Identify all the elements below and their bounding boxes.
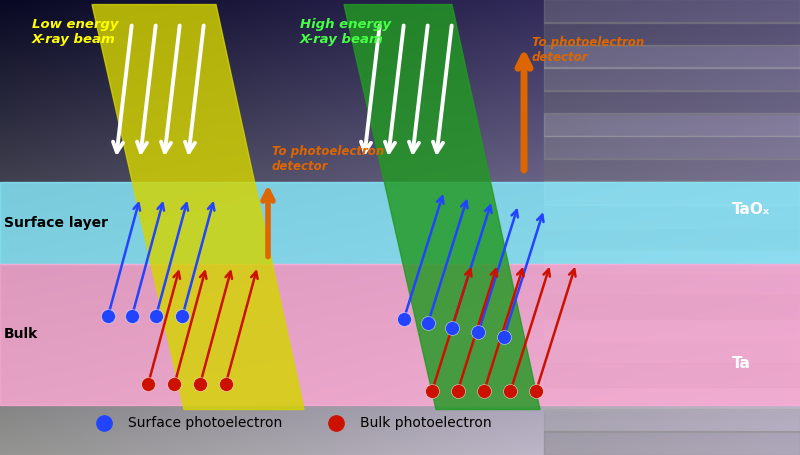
Bar	[544, 22, 800, 46]
Text: Surface layer: Surface layer	[4, 216, 108, 230]
Bar	[544, 431, 800, 455]
Bar	[544, 0, 800, 23]
Text: Ta: Ta	[732, 357, 751, 371]
Bar	[544, 204, 800, 228]
Polygon shape	[92, 5, 304, 410]
Bar	[544, 318, 800, 341]
Text: Surface photoelectron: Surface photoelectron	[128, 416, 282, 430]
Bar	[544, 90, 800, 114]
Bar	[544, 409, 800, 432]
Bar	[544, 363, 800, 387]
Text: Low energy
X-ray beam: Low energy X-ray beam	[32, 18, 118, 46]
Bar	[544, 340, 800, 364]
Bar	[544, 295, 800, 318]
Bar	[544, 227, 800, 250]
Bar	[0, 182, 800, 264]
Bar	[544, 386, 800, 410]
Text: TaOₓ: TaOₓ	[732, 202, 770, 217]
Bar	[544, 45, 800, 68]
Bar	[544, 67, 800, 91]
Bar	[544, 272, 800, 296]
Text: To photoelectron
detector: To photoelectron detector	[272, 145, 384, 173]
Polygon shape	[344, 5, 540, 410]
Bar	[544, 113, 800, 136]
Bar	[544, 181, 800, 205]
Text: To photoelectron
detector: To photoelectron detector	[532, 36, 644, 65]
Bar	[544, 249, 800, 273]
Bar	[544, 158, 800, 182]
Bar	[544, 136, 800, 159]
Text: Bulk photoelectron: Bulk photoelectron	[360, 416, 492, 430]
Text: High energy
X-ray beam: High energy X-ray beam	[300, 18, 391, 46]
Text: Bulk: Bulk	[4, 328, 38, 341]
Bar	[0, 264, 800, 405]
